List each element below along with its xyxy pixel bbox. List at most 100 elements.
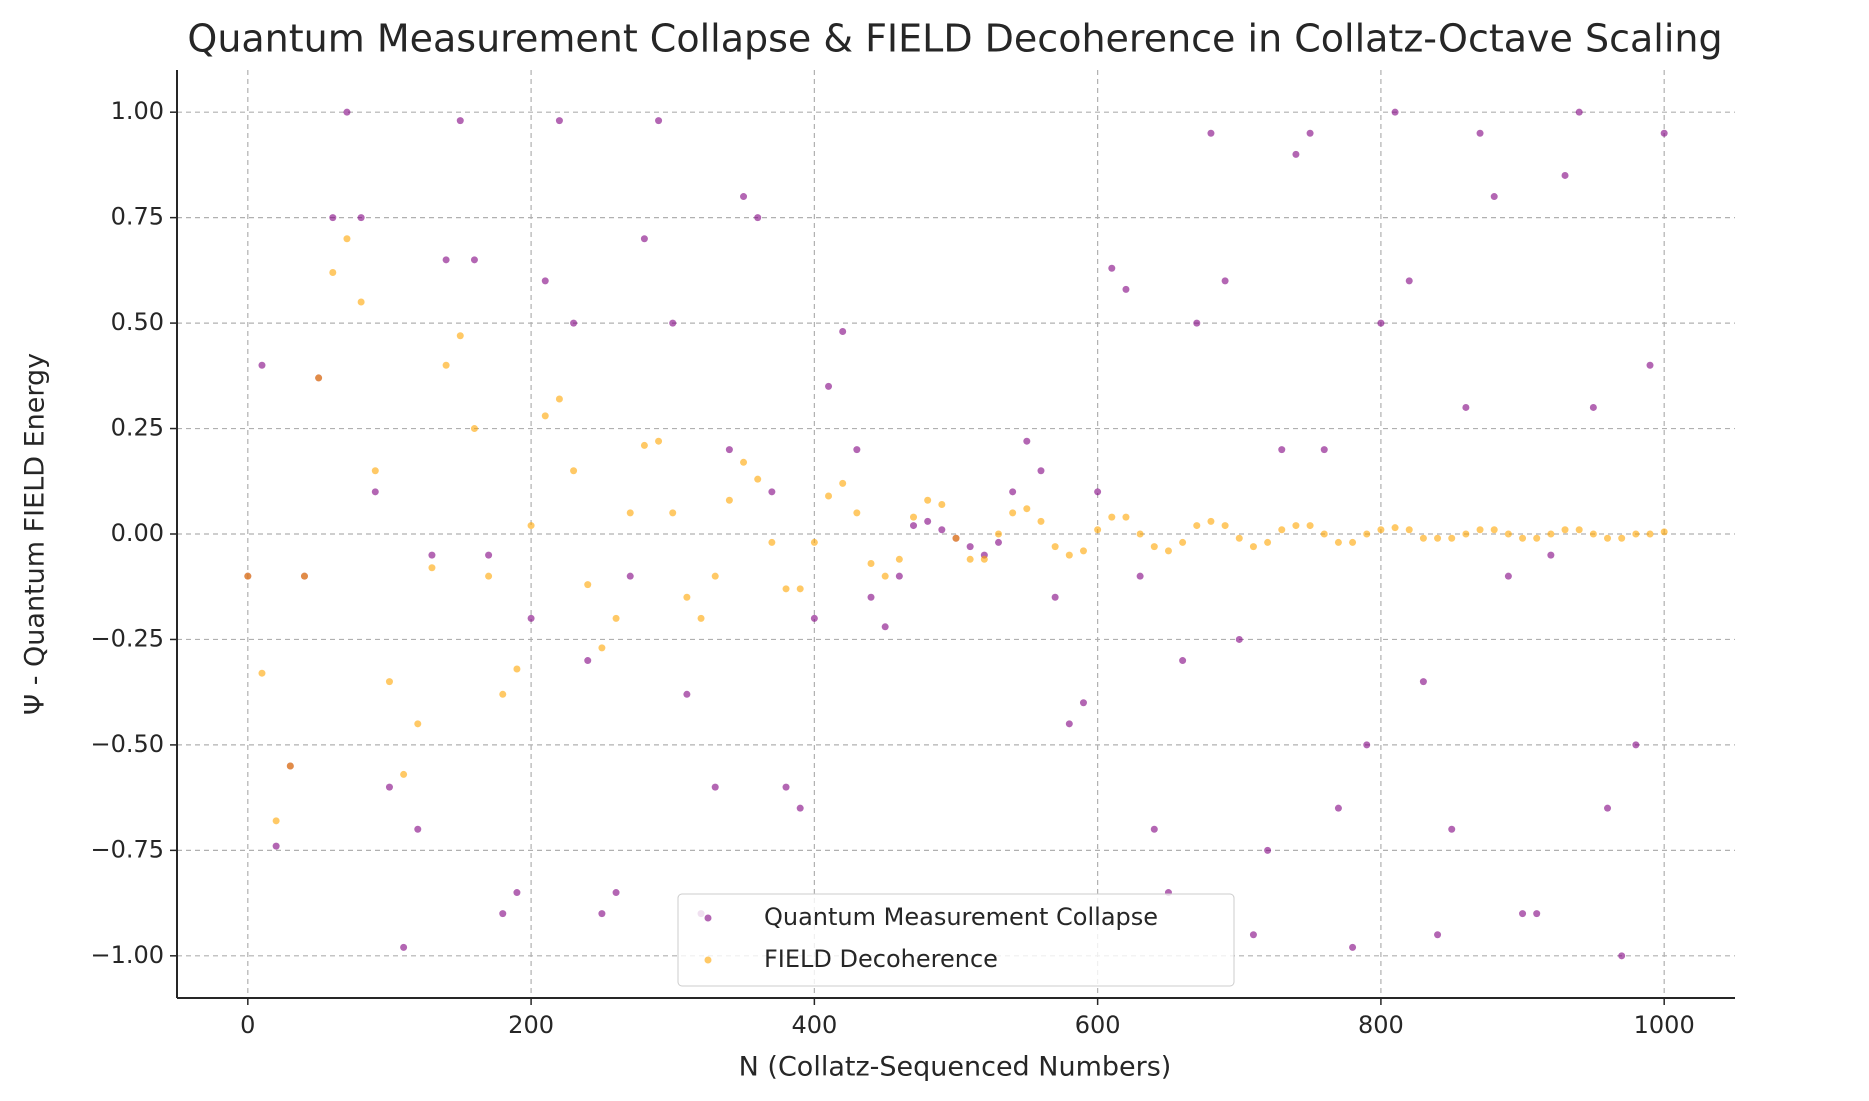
point xyxy=(570,319,578,327)
x-tick-label: 200 xyxy=(508,1011,554,1039)
point xyxy=(1264,846,1272,854)
point xyxy=(1249,543,1257,551)
point xyxy=(1235,534,1243,542)
point xyxy=(994,530,1002,538)
legend-label: Quantum Measurement Collapse xyxy=(764,903,1158,931)
point xyxy=(1249,931,1257,939)
point xyxy=(470,256,478,264)
point xyxy=(924,517,932,525)
point xyxy=(1504,572,1512,580)
point xyxy=(924,496,932,504)
point xyxy=(357,298,365,306)
point xyxy=(286,762,294,770)
point xyxy=(782,783,790,791)
point xyxy=(1618,534,1626,542)
point xyxy=(1448,825,1456,833)
point xyxy=(612,889,620,897)
point xyxy=(1660,528,1668,536)
point xyxy=(1547,551,1555,559)
point xyxy=(371,488,379,496)
point xyxy=(1462,403,1470,411)
legend-marker xyxy=(704,914,712,922)
point xyxy=(1349,538,1357,546)
x-axis-label: N (Collatz-Sequenced Numbers) xyxy=(739,1052,1172,1083)
point xyxy=(1490,526,1498,534)
point xyxy=(442,361,450,369)
point xyxy=(1391,108,1399,116)
point xyxy=(272,842,280,850)
point xyxy=(796,585,804,593)
point xyxy=(1235,635,1243,643)
point xyxy=(1108,513,1116,521)
point xyxy=(1136,572,1144,580)
point xyxy=(329,214,337,222)
point xyxy=(952,534,960,542)
y-tick-label: −0.50 xyxy=(90,730,164,758)
point xyxy=(414,720,422,728)
point xyxy=(555,395,563,403)
x-tick-label: 600 xyxy=(1075,1011,1121,1039)
point xyxy=(867,560,875,568)
point xyxy=(343,235,351,243)
point xyxy=(881,623,889,631)
point xyxy=(456,117,464,125)
point xyxy=(1476,526,1484,534)
point xyxy=(1604,804,1612,812)
point xyxy=(825,382,833,390)
point xyxy=(768,488,776,496)
point xyxy=(825,492,833,500)
point xyxy=(1207,129,1215,137)
point xyxy=(994,538,1002,546)
point xyxy=(895,572,903,580)
point xyxy=(258,669,266,677)
point xyxy=(1334,538,1342,546)
point xyxy=(385,678,393,686)
point xyxy=(1589,403,1597,411)
point xyxy=(1405,526,1413,534)
point xyxy=(1391,524,1399,532)
point xyxy=(853,446,861,454)
point xyxy=(1490,193,1498,201)
x-tick-label: 800 xyxy=(1358,1011,1404,1039)
point xyxy=(1278,446,1286,454)
point xyxy=(527,522,535,530)
point xyxy=(980,555,988,563)
point xyxy=(1434,534,1442,542)
point xyxy=(244,572,252,580)
point xyxy=(1023,505,1031,513)
y-axis-label: Ψ - Quantum FIELD Energy xyxy=(20,353,51,715)
point xyxy=(456,332,464,340)
point xyxy=(470,425,478,433)
point xyxy=(782,585,790,593)
point xyxy=(626,509,634,517)
point xyxy=(1533,534,1541,542)
point xyxy=(329,268,337,276)
point xyxy=(414,825,422,833)
point xyxy=(1037,517,1045,525)
point xyxy=(895,555,903,563)
point xyxy=(541,412,549,420)
point xyxy=(966,555,974,563)
point xyxy=(598,910,606,918)
point xyxy=(1306,129,1314,137)
point xyxy=(669,319,677,327)
point xyxy=(1193,522,1201,530)
point xyxy=(640,235,648,243)
point xyxy=(584,581,592,589)
point xyxy=(1264,538,1272,546)
point xyxy=(1561,526,1569,534)
point xyxy=(272,817,280,825)
point xyxy=(740,193,748,201)
point xyxy=(1179,538,1187,546)
point xyxy=(258,361,266,369)
point xyxy=(655,437,663,445)
point xyxy=(1434,931,1442,939)
point xyxy=(527,614,535,622)
point xyxy=(1179,657,1187,665)
y-tick-label: 0.50 xyxy=(111,308,164,336)
point xyxy=(796,804,804,812)
point xyxy=(1292,522,1300,530)
point xyxy=(315,374,323,382)
point xyxy=(1193,319,1201,327)
